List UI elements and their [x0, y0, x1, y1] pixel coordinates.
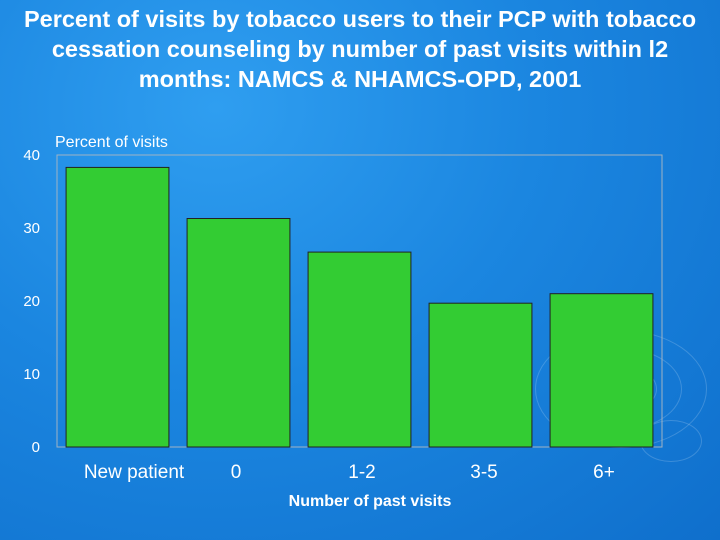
y-tick-label: 20	[23, 293, 40, 310]
bar-4	[428, 302, 533, 448]
x-axis: New patient 0 1-2 3-5 6+	[84, 462, 615, 483]
bars	[65, 166, 654, 448]
x-tick-label: 3-5	[470, 462, 497, 483]
x-tick-label: 0	[231, 462, 242, 483]
x-tick-label: 1-2	[348, 462, 375, 483]
bar-3	[307, 251, 412, 448]
y-axis: 0 10 20 30 40	[23, 147, 40, 456]
y-tick-label: 40	[23, 147, 40, 164]
x-tick-label: New patient	[84, 462, 185, 483]
x-tick-label: 6+	[593, 462, 615, 483]
bar-5	[549, 293, 654, 448]
x-axis-label: Number of past visits	[289, 493, 452, 510]
chart-title: Percent of visits by tobacco users to th…	[23, 6, 697, 92]
y-tick-label: 0	[32, 439, 40, 456]
bar-2	[186, 218, 291, 448]
y-tick-label: 10	[23, 366, 40, 383]
y-axis-label: Percent of visits	[55, 134, 168, 151]
y-tick-label: 30	[23, 220, 40, 237]
bar-1	[65, 166, 170, 448]
